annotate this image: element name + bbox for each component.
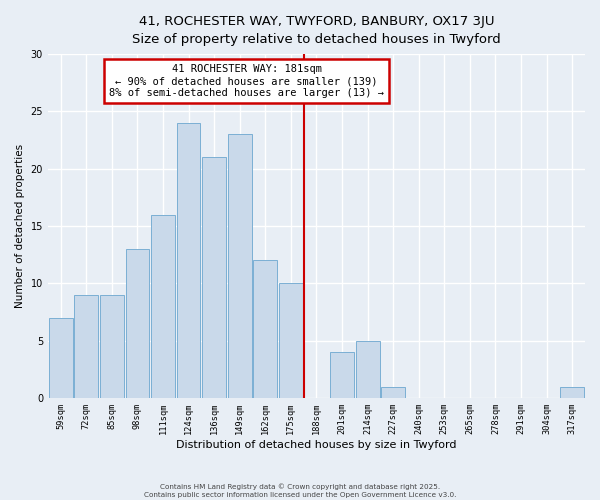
Bar bbox=[228, 134, 251, 398]
Bar bbox=[151, 214, 175, 398]
Bar bbox=[560, 386, 584, 398]
Text: 41 ROCHESTER WAY: 181sqm
← 90% of detached houses are smaller (139)
8% of semi-d: 41 ROCHESTER WAY: 181sqm ← 90% of detach… bbox=[109, 64, 384, 98]
Bar bbox=[176, 123, 200, 398]
Bar bbox=[381, 386, 405, 398]
X-axis label: Distribution of detached houses by size in Twyford: Distribution of detached houses by size … bbox=[176, 440, 457, 450]
Bar bbox=[279, 284, 303, 398]
Bar bbox=[330, 352, 354, 398]
Y-axis label: Number of detached properties: Number of detached properties bbox=[15, 144, 25, 308]
Bar bbox=[125, 249, 149, 398]
Bar bbox=[49, 318, 73, 398]
Text: Contains HM Land Registry data © Crown copyright and database right 2025.
Contai: Contains HM Land Registry data © Crown c… bbox=[144, 483, 456, 498]
Bar bbox=[100, 295, 124, 398]
Title: 41, ROCHESTER WAY, TWYFORD, BANBURY, OX17 3JU
Size of property relative to detac: 41, ROCHESTER WAY, TWYFORD, BANBURY, OX1… bbox=[132, 15, 501, 46]
Bar bbox=[74, 295, 98, 398]
Bar bbox=[356, 341, 380, 398]
Bar bbox=[202, 158, 226, 398]
Bar bbox=[253, 260, 277, 398]
